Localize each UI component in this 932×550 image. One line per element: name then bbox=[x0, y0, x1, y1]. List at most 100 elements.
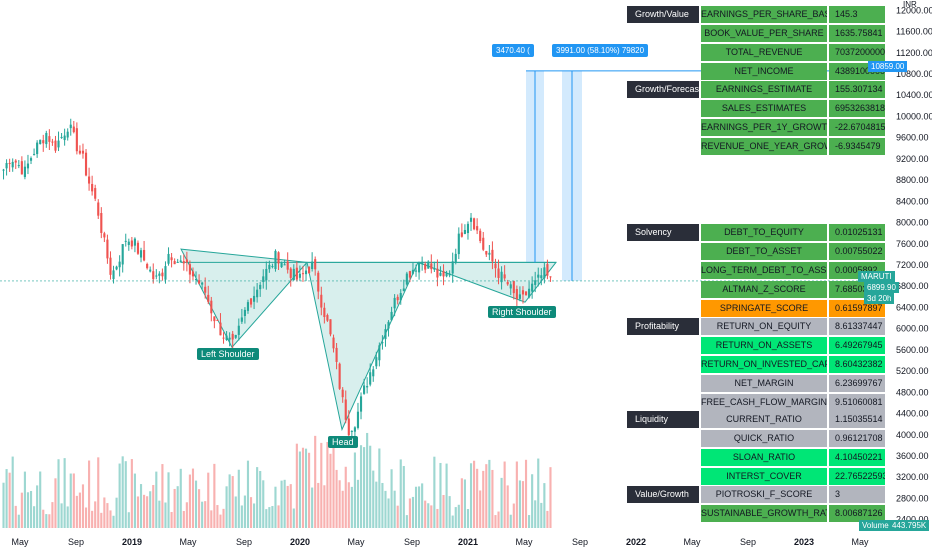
volume-bar bbox=[240, 505, 243, 528]
volume-bar bbox=[314, 435, 317, 528]
volume-bar bbox=[476, 468, 479, 528]
volume-bar bbox=[97, 457, 100, 528]
candle-body bbox=[402, 288, 405, 292]
candle-body bbox=[228, 337, 231, 340]
candle-body bbox=[133, 238, 136, 246]
candle-body bbox=[23, 166, 26, 178]
volume-bar bbox=[283, 479, 286, 528]
candle-body bbox=[139, 250, 143, 258]
volume-bar bbox=[329, 453, 332, 528]
time-tick-label: Sep bbox=[236, 537, 252, 547]
measure-label-right: 3991.00 (58.10%) 79820 bbox=[552, 44, 649, 57]
volume-bar bbox=[350, 486, 353, 528]
time-tick-label: May bbox=[515, 537, 533, 547]
candle-body bbox=[378, 345, 381, 361]
volume-bar bbox=[531, 474, 534, 528]
candle-body bbox=[121, 244, 124, 265]
candle-body bbox=[69, 124, 72, 129]
price-tick-label: 11200.00 bbox=[896, 48, 932, 58]
volume-bar bbox=[466, 509, 470, 528]
price-tick-label: 11600.00 bbox=[896, 27, 932, 37]
candle-body bbox=[500, 271, 503, 283]
volume-bar bbox=[106, 503, 109, 528]
volume-bar bbox=[393, 490, 396, 528]
volume-bar bbox=[515, 461, 518, 528]
volume-bar bbox=[473, 460, 476, 528]
volume-bar bbox=[45, 514, 48, 528]
volume-bar bbox=[139, 484, 143, 528]
candle-body bbox=[482, 237, 485, 250]
candle-body bbox=[506, 282, 509, 285]
candle-body bbox=[118, 261, 121, 268]
candle-body bbox=[222, 337, 225, 339]
volume-bar bbox=[512, 503, 515, 528]
candle-body bbox=[460, 232, 463, 237]
candle-body bbox=[231, 333, 234, 340]
volume-bar bbox=[216, 505, 219, 528]
candle-body bbox=[396, 296, 399, 301]
candle-body bbox=[5, 163, 8, 169]
candle-body bbox=[274, 250, 277, 270]
volume-bar bbox=[167, 472, 170, 528]
candle-body bbox=[485, 251, 488, 255]
volume-bar bbox=[304, 448, 308, 528]
candle-body bbox=[424, 264, 427, 270]
time-tick-label: May bbox=[179, 537, 197, 547]
candle-body bbox=[494, 263, 497, 269]
candle-body bbox=[216, 319, 219, 321]
volume-bar bbox=[29, 490, 33, 528]
candle-body bbox=[347, 418, 350, 436]
right-shoulder-label: Right Shoulder bbox=[488, 306, 556, 318]
candle-body bbox=[112, 270, 115, 280]
price-tick-label: 12000.00 bbox=[896, 5, 932, 15]
candle-body bbox=[213, 316, 216, 322]
candle-body bbox=[292, 268, 295, 281]
volume-bar bbox=[369, 445, 372, 528]
volume-bar bbox=[421, 483, 424, 528]
volume-bar bbox=[57, 459, 60, 528]
candle-body bbox=[384, 329, 387, 340]
candle-body bbox=[356, 411, 360, 428]
volume-bar bbox=[298, 451, 301, 528]
volume-bar bbox=[225, 486, 228, 528]
volume-bar bbox=[408, 498, 411, 528]
candle-body bbox=[63, 135, 66, 141]
volume-bar bbox=[228, 474, 231, 528]
volume-bar bbox=[442, 495, 445, 528]
candle-body bbox=[167, 253, 170, 264]
volume-bar bbox=[534, 500, 537, 528]
candle-body bbox=[29, 158, 33, 161]
time-tick-label: Sep bbox=[740, 537, 756, 547]
candle-body bbox=[51, 141, 54, 143]
volume-bar bbox=[14, 505, 17, 528]
candle-body bbox=[479, 230, 482, 242]
volume-bar bbox=[201, 501, 204, 528]
candle-body bbox=[204, 286, 207, 293]
candle-body bbox=[48, 136, 51, 142]
candle-body bbox=[387, 321, 390, 329]
volume-bar bbox=[188, 474, 191, 528]
volume-bar bbox=[133, 473, 136, 528]
countdown-tag: 3d 20h bbox=[864, 293, 895, 304]
candle-body bbox=[491, 249, 494, 262]
volume-bar bbox=[88, 460, 91, 528]
price-tick-label: 4800.00 bbox=[896, 387, 929, 397]
volume-bar bbox=[396, 505, 399, 528]
candle-body bbox=[158, 273, 161, 276]
candle-body bbox=[436, 268, 439, 278]
candle-body bbox=[531, 283, 534, 292]
candle-body bbox=[39, 139, 42, 145]
candle-body bbox=[188, 264, 191, 275]
candle-body bbox=[54, 140, 57, 151]
volume-bar bbox=[237, 469, 240, 528]
volume-bar bbox=[127, 512, 130, 528]
candle-body bbox=[155, 275, 158, 277]
candle-body bbox=[454, 253, 457, 262]
volume-bar bbox=[359, 445, 363, 528]
candle-body bbox=[366, 386, 369, 388]
volume-bar bbox=[402, 466, 405, 528]
head-label: Head bbox=[328, 436, 358, 448]
volume-bar bbox=[372, 470, 375, 528]
candle-body bbox=[234, 334, 237, 338]
